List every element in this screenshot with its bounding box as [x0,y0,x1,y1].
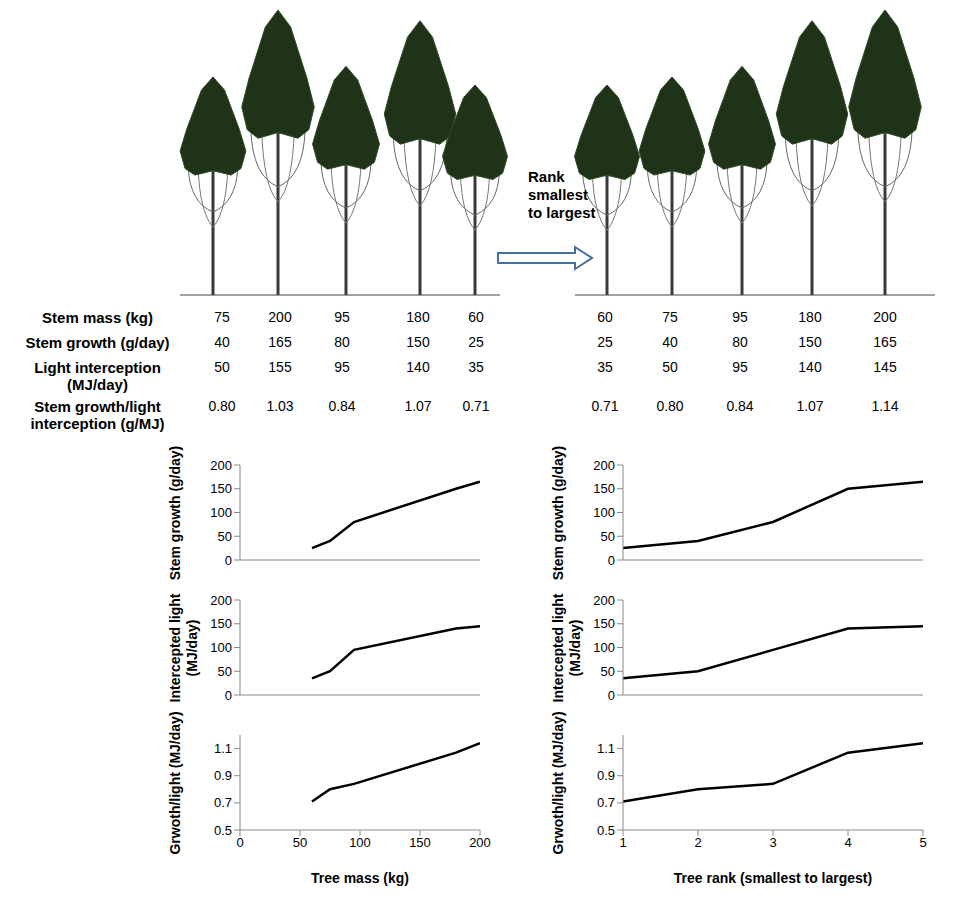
html-text:Stem growth/light interception: Stem growth/light interception (g/MJ) [30,398,165,432]
svg-text:0: 0 [225,553,232,568]
svg-text:200: 200 [210,458,232,473]
html-text:95: 95 [732,359,748,375]
html-text:50: 50 [214,359,230,375]
svg-text:0: 0 [236,835,243,850]
html-text:75: 75 [662,309,678,325]
html-text:0.71: 0.71 [591,398,619,414]
html-text:140: 140 [406,359,430,375]
html-text:0.71: 0.71 [462,398,490,414]
html-text:Stem mass (kg): Stem mass (kg) [42,309,153,326]
svg-text:50: 50 [293,835,307,850]
html-text:180: 180 [406,309,430,325]
html-text:35: 35 [597,359,613,375]
html-text:1.07: 1.07 [404,398,432,414]
svg-text:4: 4 [844,835,851,850]
svg-text:0.5: 0.5 [214,823,232,838]
svg-text:200: 200 [469,835,491,850]
html-text:200: 200 [873,309,897,325]
html-text:150: 150 [798,334,822,350]
html-text:Grwoth/light (MJ/day): Grwoth/light (MJ/day) [550,711,566,855]
svg-text:100: 100 [349,835,371,850]
html-text:50: 50 [662,359,678,375]
svg-text:0: 0 [225,688,232,703]
svg-text:100: 100 [593,505,615,520]
svg-text:0.9: 0.9 [597,768,615,783]
html-text:180: 180 [798,309,822,325]
html-text:Grwoth/light (MJ/day): Grwoth/light (MJ/day) [167,711,183,855]
svg-text:1.1: 1.1 [214,741,232,756]
svg-text:150: 150 [210,616,232,631]
html-text:155: 155 [268,359,292,375]
html-text:0.84: 0.84 [328,398,356,414]
svg-text:150: 150 [409,835,431,850]
svg-text:100: 100 [210,640,232,655]
html-text:150: 150 [406,334,430,350]
svg-text:5: 5 [919,835,926,850]
svg-text:200: 200 [210,593,232,608]
svg-text:Tree rank (smallest to largest: Tree rank (smallest to largest) [674,870,872,886]
svg-text:0.7: 0.7 [214,795,232,810]
svg-text:0: 0 [608,688,615,703]
html-text:60: 60 [597,309,613,325]
html-text:Stem growth (g/day): Stem growth (g/day) [550,445,566,580]
html-text:80: 80 [334,334,350,350]
html-text:0.80: 0.80 [656,398,684,414]
html-text:75: 75 [214,309,230,325]
html-text:25: 25 [597,334,613,350]
html-text:Intercepted light (MJ/day): Intercepted light (MJ/day) [167,593,200,702]
svg-text:50: 50 [218,529,232,544]
svg-text:150: 150 [593,616,615,631]
svg-text:50: 50 [218,664,232,679]
html-text:Light interception (MJ/day): Light interception (MJ/day) [34,359,161,393]
html-text:95: 95 [732,309,748,325]
html-text:25: 25 [468,334,484,350]
svg-text:50: 50 [601,529,615,544]
html-text:40: 40 [662,334,678,350]
svg-text:3: 3 [769,835,776,850]
html-text:60: 60 [468,309,484,325]
html-text:1.14: 1.14 [871,398,899,414]
svg-text:1.1: 1.1 [597,741,615,756]
svg-text:100: 100 [210,505,232,520]
html-text:40: 40 [214,334,230,350]
html-text:35: 35 [468,359,484,375]
svg-text:150: 150 [593,481,615,496]
svg-text:0.5: 0.5 [597,823,615,838]
html-text:145: 145 [873,359,897,375]
html-text:140: 140 [798,359,822,375]
svg-text:0: 0 [608,553,615,568]
svg-text:1: 1 [619,835,626,850]
svg-text:100: 100 [593,640,615,655]
html-text:Intercepted light (MJ/day): Intercepted light (MJ/day) [550,593,583,702]
svg-text:50: 50 [601,664,615,679]
html-text:0.80: 0.80 [208,398,236,414]
svg-text:0.7: 0.7 [597,795,615,810]
svg-text:150: 150 [210,481,232,496]
svg-text:Tree mass (kg): Tree mass (kg) [311,870,409,886]
svg-text:0.9: 0.9 [214,768,232,783]
html-text:95: 95 [334,309,350,325]
html-text:0.84: 0.84 [726,398,754,414]
html-text:165: 165 [873,334,897,350]
html-text:80: 80 [732,334,748,350]
svg-text:2: 2 [694,835,701,850]
svg-text:200: 200 [593,458,615,473]
html-text:Stem growth (g/day): Stem growth (g/day) [25,334,170,351]
html-text:165: 165 [268,334,292,350]
html-text:Stem growth (g/day): Stem growth (g/day) [167,445,183,580]
html-text:95: 95 [334,359,350,375]
html-text:200: 200 [268,309,292,325]
html-text:1.07: 1.07 [796,398,824,414]
html-text:Rank smallest to largest: Rank smallest to largest [528,168,596,221]
html-text:1.03: 1.03 [266,398,294,414]
svg-text:200: 200 [593,593,615,608]
